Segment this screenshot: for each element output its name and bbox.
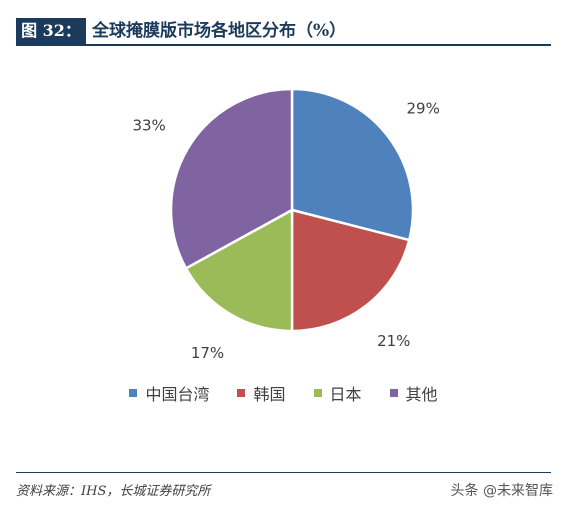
legend-swatch — [389, 389, 398, 397]
slice-label-2: 17% — [191, 344, 224, 362]
legend-item-1: 韩国 — [237, 381, 286, 405]
header-divider — [16, 44, 551, 46]
figure-header: 图 32： 全球掩膜版市场各地区分布（%） — [16, 18, 551, 44]
legend-swatch — [313, 389, 322, 397]
chart-legend: 中国台湾 韩国 日本 其他 — [0, 382, 567, 404]
pie-chart: 29% 21% 17% 33% — [132, 87, 440, 362]
source-note: 资料来源：IHS，长城证券研究所 — [16, 484, 211, 499]
pie-slice-2 — [184, 207, 294, 333]
watermark: 头条 @未来智库 — [450, 483, 553, 499]
figure-number: 图 32： — [16, 18, 86, 44]
pie-slice-0 — [290, 87, 415, 242]
pie-slice-1 — [290, 208, 411, 333]
legend-item-0: 中国台湾 — [129, 381, 209, 405]
slice-label-3: 33% — [132, 116, 165, 134]
pie-slice-3 — [169, 87, 294, 270]
legend-label: 中国台湾 — [145, 385, 210, 404]
slice-label-1: 21% — [377, 332, 410, 350]
legend-label: 日本 — [329, 385, 362, 404]
legend-item-2: 日本 — [313, 381, 362, 405]
legend-item-3: 其他 — [389, 381, 438, 405]
legend-label: 其他 — [405, 385, 438, 404]
legend-swatch — [237, 389, 246, 397]
chart-title: 全球掩膜版市场各地区分布（%） — [92, 21, 347, 41]
slice-label-0: 29% — [406, 99, 439, 117]
footer-divider — [16, 472, 551, 473]
legend-label: 韩国 — [253, 385, 286, 404]
legend-swatch — [129, 389, 138, 397]
